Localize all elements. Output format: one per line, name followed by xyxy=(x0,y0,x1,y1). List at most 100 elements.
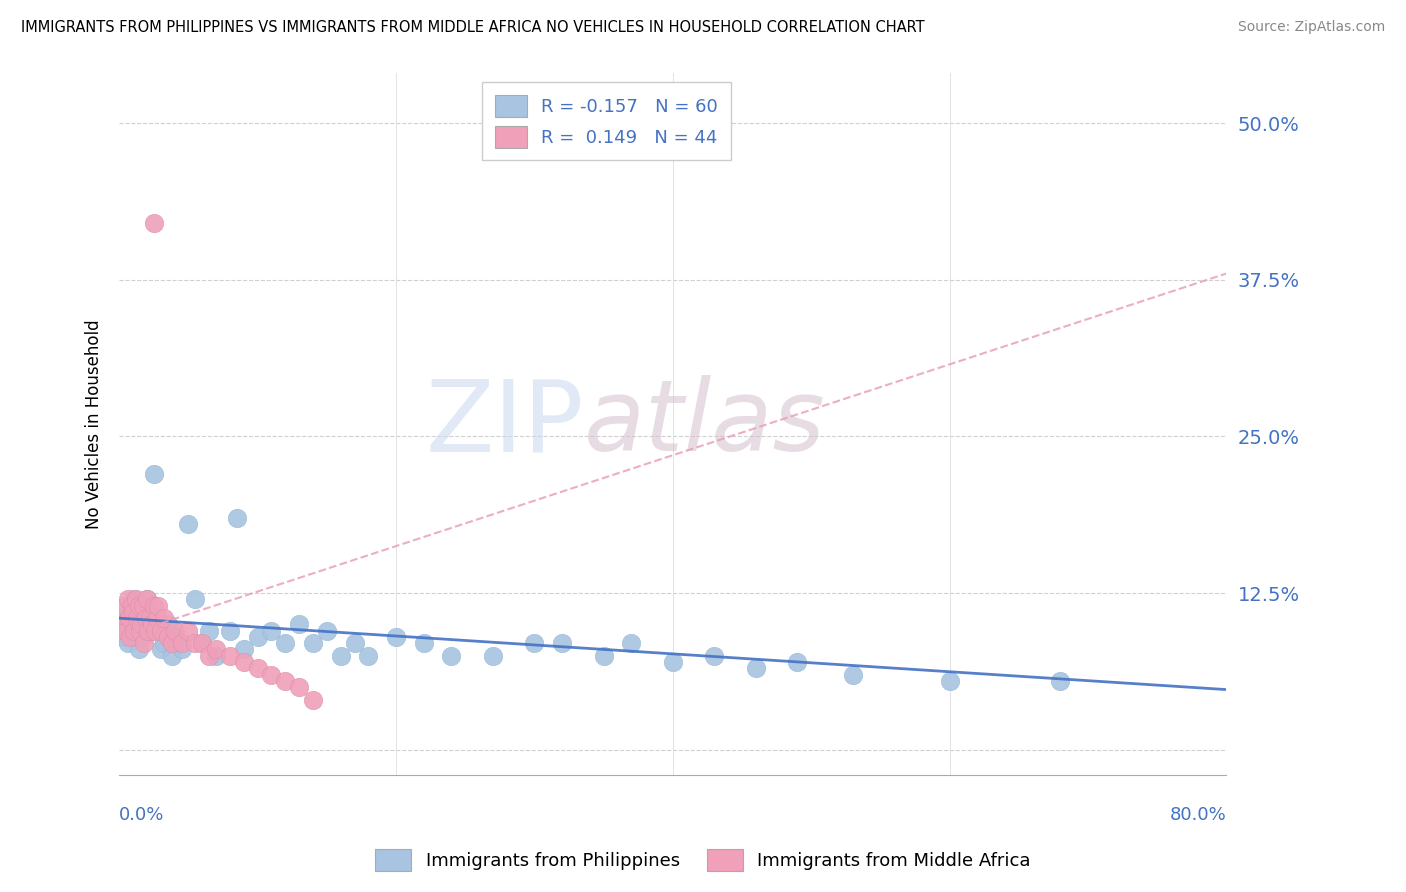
Point xyxy=(551,636,574,650)
Point xyxy=(146,599,169,613)
Point xyxy=(288,617,311,632)
Point xyxy=(246,630,269,644)
Point xyxy=(138,624,160,638)
Point xyxy=(198,624,221,638)
Point xyxy=(205,648,228,663)
Point xyxy=(131,617,153,632)
Text: IMMIGRANTS FROM PHILIPPINES VS IMMIGRANTS FROM MIDDLE AFRICA NO VEHICLES IN HOUS: IMMIGRANTS FROM PHILIPPINES VS IMMIGRANT… xyxy=(21,20,925,35)
Point xyxy=(136,592,159,607)
Point xyxy=(135,611,157,625)
Point xyxy=(274,636,297,650)
Point xyxy=(343,636,366,650)
Point xyxy=(156,630,179,644)
Point xyxy=(145,617,167,632)
Point xyxy=(152,636,174,650)
Point xyxy=(191,636,214,650)
Point xyxy=(127,611,149,625)
Point xyxy=(111,617,134,632)
Point xyxy=(115,624,138,638)
Point xyxy=(786,655,808,669)
Point xyxy=(142,216,165,230)
Point xyxy=(134,624,156,638)
Point xyxy=(120,599,142,613)
Point xyxy=(142,467,165,481)
Point xyxy=(145,611,167,625)
Point xyxy=(274,673,297,688)
Point xyxy=(134,636,156,650)
Point xyxy=(232,642,254,657)
Point xyxy=(170,642,193,657)
Point xyxy=(440,648,463,663)
Point xyxy=(129,624,152,638)
Point xyxy=(141,624,163,638)
Point xyxy=(662,655,685,669)
Point xyxy=(329,648,352,663)
Point xyxy=(163,624,186,638)
Point xyxy=(118,611,141,625)
Point xyxy=(132,630,155,644)
Point xyxy=(112,630,135,644)
Text: atlas: atlas xyxy=(585,376,825,473)
Point xyxy=(592,648,614,663)
Point xyxy=(170,636,193,650)
Point xyxy=(841,667,863,681)
Point xyxy=(121,599,143,613)
Point xyxy=(160,636,183,650)
Point xyxy=(523,636,546,650)
Point xyxy=(232,655,254,669)
Text: 0.0%: 0.0% xyxy=(120,806,165,824)
Point xyxy=(122,630,145,644)
Text: 80.0%: 80.0% xyxy=(1170,806,1226,824)
Point xyxy=(357,648,380,663)
Point xyxy=(219,648,242,663)
Point xyxy=(143,624,166,638)
Point xyxy=(205,642,228,657)
Point xyxy=(128,642,150,657)
Point xyxy=(703,648,725,663)
Point xyxy=(191,636,214,650)
Point xyxy=(620,636,643,650)
Point xyxy=(128,599,150,613)
Point xyxy=(246,661,269,675)
Point xyxy=(385,630,408,644)
Point xyxy=(136,592,159,607)
Point xyxy=(745,661,768,675)
Point xyxy=(315,624,337,638)
Point xyxy=(482,648,505,663)
Y-axis label: No Vehicles in Household: No Vehicles in Household xyxy=(86,319,103,529)
Point xyxy=(219,624,242,638)
Point xyxy=(138,611,160,625)
Point xyxy=(114,605,136,619)
Point xyxy=(114,599,136,613)
Point xyxy=(177,517,200,532)
Point xyxy=(288,680,311,694)
Point xyxy=(131,599,153,613)
Text: Source: ZipAtlas.com: Source: ZipAtlas.com xyxy=(1237,20,1385,34)
Point xyxy=(127,611,149,625)
Point xyxy=(115,624,138,638)
Point xyxy=(225,511,247,525)
Point xyxy=(177,624,200,638)
Point xyxy=(141,617,163,632)
Point xyxy=(129,605,152,619)
Point xyxy=(125,624,148,638)
Point xyxy=(118,611,141,625)
Point xyxy=(184,592,207,607)
Point xyxy=(112,617,135,632)
Text: ZIP: ZIP xyxy=(426,376,585,473)
Point xyxy=(160,648,183,663)
Point xyxy=(260,624,283,638)
Point xyxy=(302,636,325,650)
Point xyxy=(117,592,139,607)
Point xyxy=(117,636,139,650)
Point xyxy=(142,599,165,613)
Point xyxy=(198,648,221,663)
Point xyxy=(132,599,155,613)
Point xyxy=(412,636,434,650)
Point xyxy=(124,592,146,607)
Legend: R = -0.157   N = 60, R =  0.149   N = 44: R = -0.157 N = 60, R = 0.149 N = 44 xyxy=(482,82,731,161)
Point xyxy=(938,673,960,688)
Point xyxy=(302,692,325,706)
Point xyxy=(1049,673,1071,688)
Point xyxy=(124,624,146,638)
